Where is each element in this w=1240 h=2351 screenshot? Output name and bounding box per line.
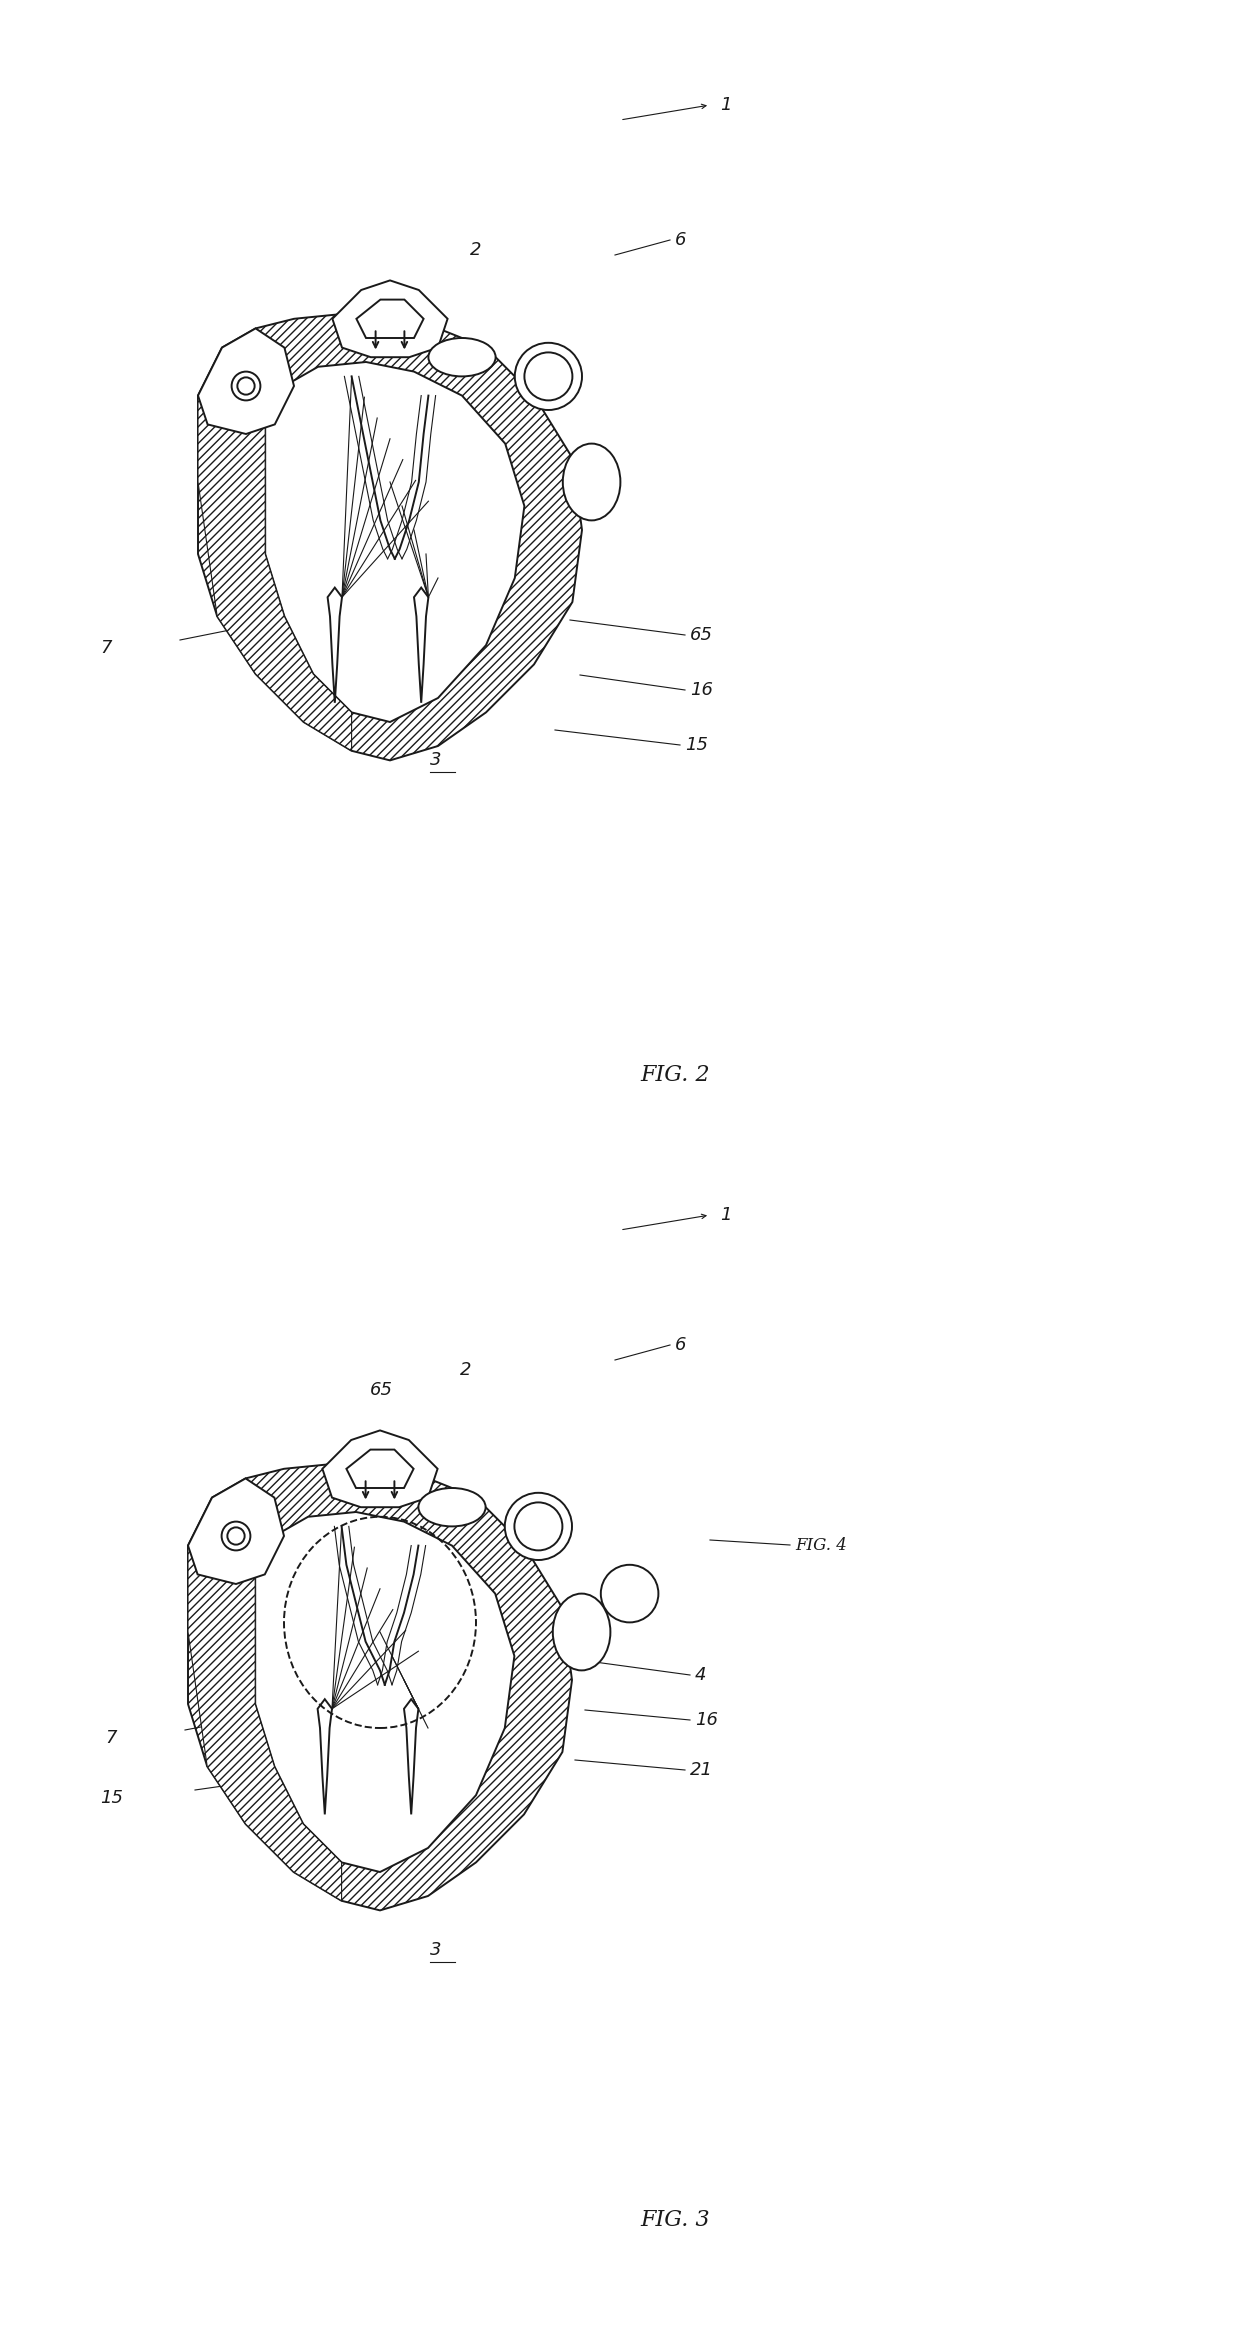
Polygon shape xyxy=(346,1451,414,1488)
Text: 15: 15 xyxy=(100,1789,123,1808)
Polygon shape xyxy=(332,280,448,357)
Text: 16: 16 xyxy=(694,1712,718,1728)
Polygon shape xyxy=(414,588,428,703)
Circle shape xyxy=(237,379,254,395)
Polygon shape xyxy=(327,588,342,703)
Text: 15: 15 xyxy=(684,736,708,755)
Ellipse shape xyxy=(418,1488,486,1526)
Polygon shape xyxy=(198,315,582,759)
Text: 2: 2 xyxy=(460,1361,471,1380)
Text: 21: 21 xyxy=(689,1761,713,1780)
Circle shape xyxy=(601,1566,658,1622)
Circle shape xyxy=(227,1528,244,1545)
Text: 16: 16 xyxy=(689,682,713,698)
Text: 4: 4 xyxy=(694,1667,707,1683)
Polygon shape xyxy=(255,1512,515,1871)
Text: 3: 3 xyxy=(430,750,441,769)
Polygon shape xyxy=(265,362,525,722)
Ellipse shape xyxy=(563,444,620,520)
Circle shape xyxy=(222,1521,250,1549)
Circle shape xyxy=(505,1493,572,1561)
Text: 1: 1 xyxy=(720,96,732,113)
Polygon shape xyxy=(322,1429,438,1507)
Text: 6: 6 xyxy=(675,1335,687,1354)
Polygon shape xyxy=(198,329,294,435)
Text: 65: 65 xyxy=(689,625,713,644)
Polygon shape xyxy=(356,299,424,339)
Text: 7: 7 xyxy=(105,1728,117,1747)
Polygon shape xyxy=(198,395,352,750)
Text: 6: 6 xyxy=(675,230,687,249)
Text: 3: 3 xyxy=(430,1942,441,1958)
Text: 1: 1 xyxy=(720,1206,732,1225)
Circle shape xyxy=(515,1502,563,1549)
Text: FIG. 3: FIG. 3 xyxy=(640,2210,709,2231)
Circle shape xyxy=(232,371,260,400)
Circle shape xyxy=(515,343,582,409)
Text: 2: 2 xyxy=(470,242,481,259)
Polygon shape xyxy=(317,1700,332,1815)
Ellipse shape xyxy=(553,1594,610,1672)
Circle shape xyxy=(525,353,573,400)
Text: 65: 65 xyxy=(370,1380,393,1399)
Polygon shape xyxy=(188,1545,341,1902)
Text: 7: 7 xyxy=(100,639,112,656)
Ellipse shape xyxy=(428,339,496,376)
Polygon shape xyxy=(404,1700,418,1815)
Text: FIG. 2: FIG. 2 xyxy=(640,1065,709,1086)
Polygon shape xyxy=(188,1479,284,1585)
Polygon shape xyxy=(188,1465,572,1911)
Text: FIG. 4: FIG. 4 xyxy=(795,1538,847,1554)
